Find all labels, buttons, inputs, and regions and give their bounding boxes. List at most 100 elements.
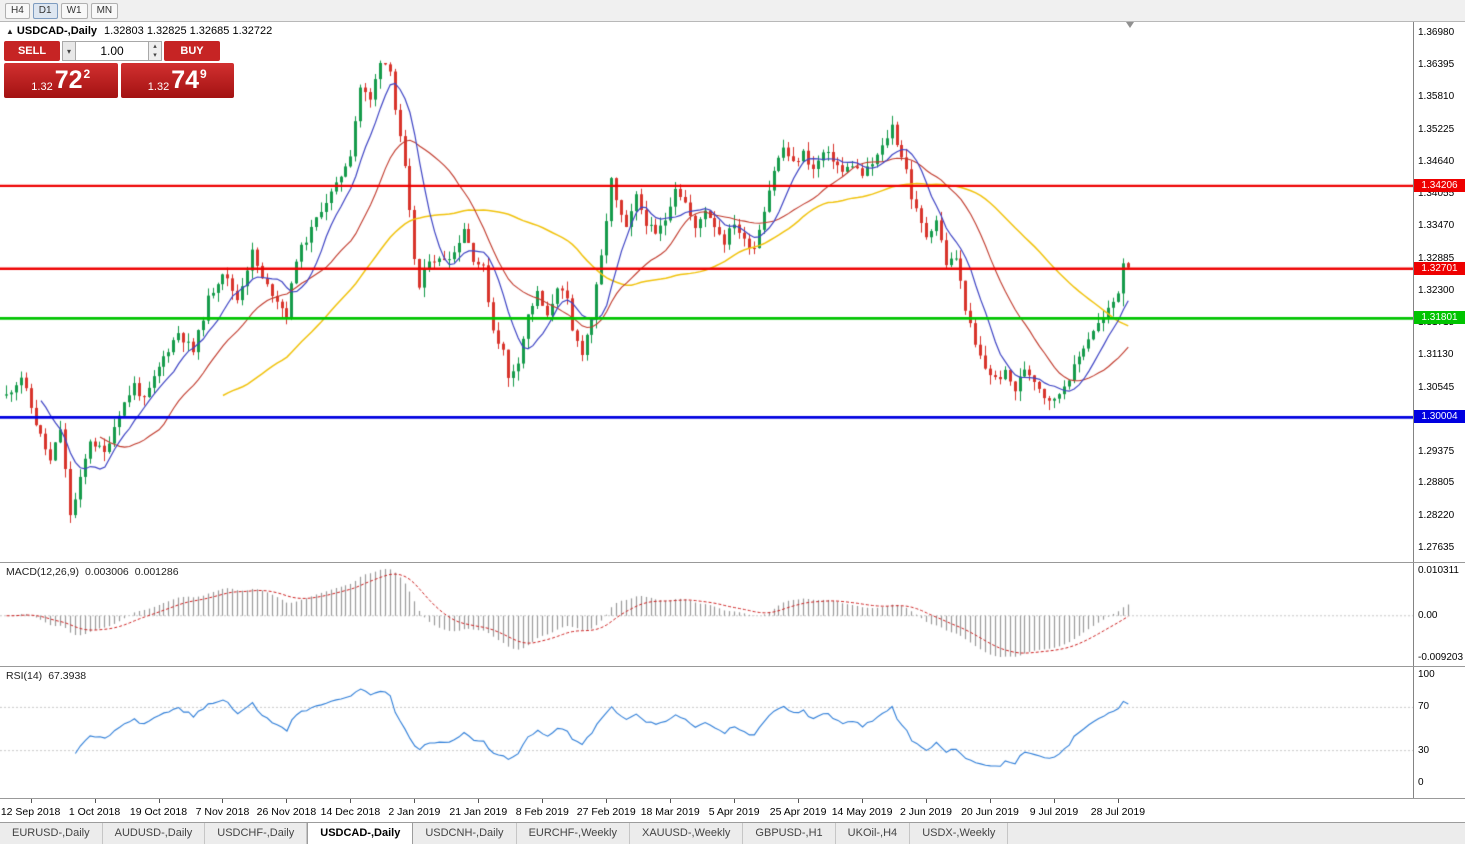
date-label: 21 Jan 2019 <box>449 806 508 818</box>
price-line-tag-1-32701: 1.32701 <box>1414 261 1465 275</box>
volume-input[interactable] <box>76 41 149 61</box>
tab-eurusd-daily[interactable]: EURUSD-,Daily <box>0 823 103 844</box>
chart-symbol-label: USDCAD-,Daily <box>16 25 97 37</box>
buy-button[interactable]: BUY <box>164 41 220 61</box>
price-axis-label: 1.28220 <box>1418 509 1455 521</box>
price-axis-label: 1.36395 <box>1418 59 1455 71</box>
trade-panel-prices: 1.32 72 2 1.32 74 9 <box>4 63 234 98</box>
sell-button[interactable]: SELL <box>4 41 60 61</box>
timeframe-button-h4[interactable]: H4 <box>5 2 30 19</box>
date-tick <box>350 799 352 803</box>
date-tick <box>414 799 416 803</box>
price-axis-label: 1.32300 <box>1418 284 1455 296</box>
date-axis[interactable]: 12 Sep 2018 1 Oct 2018 19 Oct 2018 7 Nov 20… <box>0 798 1465 823</box>
timeframe-button-w1[interactable]: W1 <box>60 2 88 19</box>
date-tick <box>1117 799 1119 803</box>
sell-price-prefix: 1.32 <box>31 81 53 93</box>
symbol-tabbar: EURUSD-,Daily AUDUSD-,Daily USDCHF-,Daily U… <box>0 822 1465 844</box>
rsi-panel: RSI(14) 67.3938 100 70 30 0 <box>0 666 1465 798</box>
rsi-plot[interactable]: RSI(14) 67.3938 <box>0 667 1413 798</box>
rsi-axis-label: 100 <box>1418 669 1435 680</box>
date-tick <box>158 799 160 803</box>
price-axis-label: 1.33470 <box>1418 220 1455 232</box>
tab-eurchf-weekly[interactable]: EURCHF-,Weekly <box>517 823 630 844</box>
buy-price-big: 74 <box>171 66 200 94</box>
macd-axis-label: 0.00 <box>1418 609 1438 621</box>
date-tick <box>30 799 32 803</box>
tab-audusd-daily[interactable]: AUDUSD-,Daily <box>103 823 206 844</box>
volume-preset-dropdown[interactable]: ▾ <box>62 41 76 61</box>
date-tick <box>1053 799 1055 803</box>
date-label: 19 Oct 2018 <box>129 806 188 818</box>
chart-header: ▲ USDCAD-,Daily 1.32803 1.32825 1.32685 1.… <box>6 25 272 37</box>
price-axis-label: 1.29375 <box>1418 446 1455 458</box>
price-axis-label: 1.36980 <box>1418 27 1455 39</box>
macd-canvas[interactable] <box>0 563 1413 666</box>
date-label: 28 Jul 2019 <box>1090 806 1146 818</box>
macd-axis-label: -0.009203 <box>1418 652 1464 663</box>
timeframe-toolbar: H4 D1 W1 MN <box>0 0 1465 22</box>
macd-plot[interactable]: MACD(12,26,9) 0.003006 0.001286 <box>0 563 1413 666</box>
macd-panel: MACD(12,26,9) 0.003006 0.001286 0.010311 0.… <box>0 562 1465 666</box>
price-axis-label: 1.34055 <box>1418 188 1455 200</box>
tab-usdcad-daily[interactable]: USDCAD-,Daily <box>307 823 414 844</box>
date-label: 25 Apr 2019 <box>769 806 827 818</box>
rsi-canvas[interactable] <box>0 667 1413 798</box>
date-label: 14 May 2019 <box>831 806 893 818</box>
price-axis-label: 1.35225 <box>1418 123 1455 135</box>
timeframe-button-mn[interactable]: MN <box>90 2 119 19</box>
volume-stepper[interactable]: ▴ ▾ <box>149 41 162 61</box>
chart-shift-marker[interactable] <box>1126 22 1134 28</box>
buy-price-box[interactable]: 1.32 74 9 <box>120 63 234 98</box>
main-chart-canvas[interactable] <box>0 22 1413 562</box>
date-label: 9 Jul 2019 <box>1029 806 1079 818</box>
date-label: 7 Nov 2018 <box>195 806 250 818</box>
tab-gbpusd-h1[interactable]: GBPUSD-,H1 <box>743 823 836 844</box>
tab-ukoil-h4[interactable]: UKOil-,H4 <box>836 823 911 844</box>
macd-signal-value: 0.001286 <box>134 566 179 578</box>
date-tick <box>734 799 736 803</box>
tab-xauusd-weekly[interactable]: XAUUSD-,Weekly <box>630 823 744 844</box>
macd-axis: 0.010311 0.00 -0.009203 <box>1413 563 1465 666</box>
date-tick <box>798 799 800 803</box>
price-axis-label: 1.34640 <box>1418 155 1455 167</box>
tab-usdx-weekly[interactable]: USDX-,Weekly <box>910 823 1009 844</box>
timeframe-button-d1[interactable]: D1 <box>32 2 58 19</box>
price-axis-label: 1.28805 <box>1418 477 1455 489</box>
sell-price-box[interactable]: 1.32 72 2 <box>4 63 118 98</box>
price-axis-label: 1.35810 <box>1418 91 1455 103</box>
rsi-label: RSI(14) 67.3938 <box>6 670 92 682</box>
rsi-axis-label: 30 <box>1418 744 1430 756</box>
date-label: 1 Oct 2018 <box>68 806 121 818</box>
sell-price-big: 72 <box>54 66 83 94</box>
price-line-tag-1-31801: 1.31801 <box>1414 311 1465 325</box>
trade-panel-controls: SELL ▾ ▴ ▾ BUY <box>4 41 234 61</box>
date-tick <box>94 799 96 803</box>
date-label: 14 Dec 2018 <box>320 806 381 818</box>
rsi-value: 67.3938 <box>48 670 87 682</box>
rsi-axis-label: 70 <box>1418 701 1430 713</box>
volume-decrement-icon[interactable]: ▾ <box>153 52 157 59</box>
price-line-tag-1-30004: 1.30004 <box>1414 410 1465 424</box>
main-chart-plot[interactable]: ▲ USDCAD-,Daily 1.32803 1.32825 1.32685 1.… <box>0 22 1413 562</box>
date-tick <box>606 799 608 803</box>
tab-usdchf-daily[interactable]: USDCHF-,Daily <box>205 823 308 844</box>
tab-usdcnh-daily[interactable]: USDCNH-,Daily <box>413 823 517 844</box>
macd-axis-label: 0.010311 <box>1418 565 1459 576</box>
price-axis-label: 1.30545 <box>1418 381 1455 393</box>
date-label: 20 Jun 2019 <box>961 806 1019 818</box>
macd-main-value: 0.003006 <box>84 566 129 578</box>
collapse-trade-panel-icon[interactable]: ▲ <box>6 27 14 36</box>
date-tick <box>542 799 544 803</box>
rsi-axis: 100 70 30 0 <box>1413 667 1465 798</box>
volume-increment-icon[interactable]: ▴ <box>153 43 157 50</box>
date-label: 18 Mar 2019 <box>640 806 700 818</box>
date-label: 8 Feb 2019 <box>515 806 569 818</box>
macd-name: MACD(12,26,9) <box>6 566 79 578</box>
date-label: 27 Feb 2019 <box>576 806 636 818</box>
date-label: 26 Nov 2018 <box>256 806 317 818</box>
price-axis-label: 1.32885 <box>1418 252 1455 264</box>
date-tick <box>862 799 864 803</box>
rsi-name: RSI(14) <box>6 670 43 682</box>
price-axis-label: 1.27635 <box>1418 541 1455 553</box>
